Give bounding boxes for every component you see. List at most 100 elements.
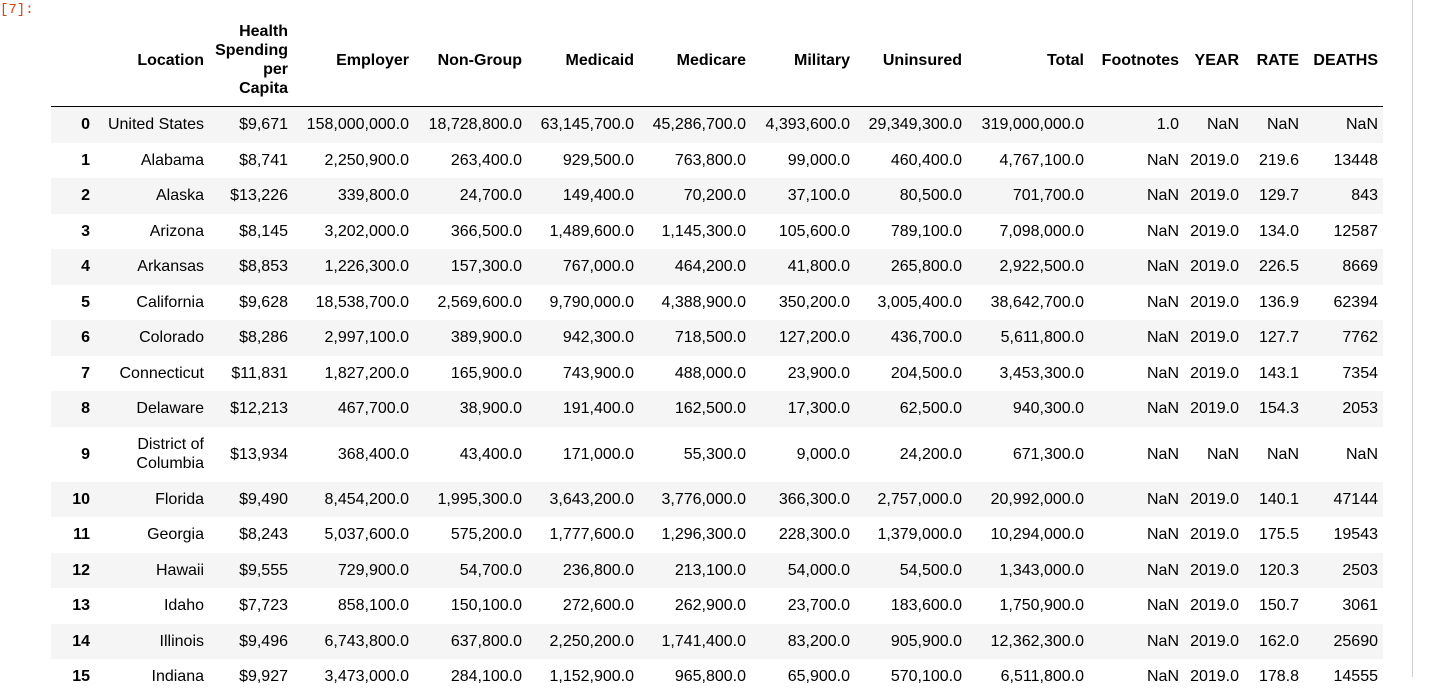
table-cell: 149,400.0 xyxy=(562,187,634,205)
table-cell: 24,200.0 xyxy=(899,445,962,463)
column-header: DEATHS xyxy=(1304,20,1383,107)
table-cell: NaN xyxy=(1345,445,1378,463)
table-cell: 1,750,900.0 xyxy=(999,597,1084,615)
row-index: 2 xyxy=(81,187,90,205)
table-cell: 2,922,500.0 xyxy=(999,258,1084,276)
table-cell: 150,100.0 xyxy=(450,597,522,615)
table-cell: NaN xyxy=(1146,329,1179,347)
table-cell: 41,800.0 xyxy=(787,258,850,276)
table-cell: Illinois xyxy=(159,632,204,650)
table-row: 12 Hawaii $9,555 729,900.0 54,700.0 236,800.0… xyxy=(51,552,1383,588)
table-cell: 3,202,000.0 xyxy=(324,222,409,240)
row-index: 11 xyxy=(73,526,90,544)
table-row: 8 Delaware $12,213 467,700.0 38,900.0 191,400… xyxy=(51,391,1383,427)
table-cell: 263,400.0 xyxy=(450,151,522,169)
table-cell: 339,800.0 xyxy=(337,187,409,205)
table-cell: 80,500.0 xyxy=(899,187,962,205)
table-cell: Idaho xyxy=(163,597,204,615)
table-cell: 7354 xyxy=(1342,364,1378,382)
table-cell: 25690 xyxy=(1333,632,1379,650)
table-cell: 175.5 xyxy=(1258,526,1299,544)
table-cell: 2019.0 xyxy=(1190,329,1239,347)
table-cell: 55,300.0 xyxy=(683,445,746,463)
table-cell: 4,388,900.0 xyxy=(661,293,746,311)
table-cell: 464,200.0 xyxy=(674,258,746,276)
table-cell: 54,000.0 xyxy=(787,561,850,579)
table-row: 10 Florida $9,490 8,454,200.0 1,995,300.0 3,6… xyxy=(51,481,1383,517)
table-cell: Georgia xyxy=(147,526,204,544)
table-cell: 18,538,700.0 xyxy=(315,293,409,311)
table-cell: United States xyxy=(107,116,204,134)
table-row: 0 United States $9,671 158,000,000.0 18,728,… xyxy=(51,106,1383,143)
table-cell: 5,611,800.0 xyxy=(1000,329,1084,347)
table-cell: $8,741 xyxy=(239,151,288,169)
table-cell: 2019.0 xyxy=(1190,151,1239,169)
column-header: Medicare xyxy=(639,20,751,107)
table-cell: 23,700.0 xyxy=(787,597,850,615)
table-cell: NaN xyxy=(1146,187,1179,205)
table-cell: 942,300.0 xyxy=(562,329,634,347)
row-index: 9 xyxy=(81,445,90,463)
table-cell: 767,000.0 xyxy=(562,258,634,276)
table-cell: 2019.0 xyxy=(1190,490,1239,508)
table-cell: 488,000.0 xyxy=(674,364,746,382)
table-cell: 12,362,300.0 xyxy=(990,632,1084,650)
table-cell: NaN xyxy=(1146,632,1179,650)
table-row: 2 Alaska $13,226 339,800.0 24,700.0 149,400.0… xyxy=(51,178,1383,214)
column-header: Non-Group xyxy=(414,20,527,107)
table-cell: 2019.0 xyxy=(1190,293,1239,311)
table-cell: 1,777,600.0 xyxy=(549,526,634,544)
table-cell: 671,300.0 xyxy=(1012,445,1084,463)
table-cell: 13448 xyxy=(1333,151,1379,169)
table-cell: 228,300.0 xyxy=(778,526,850,544)
table-cell: 350,200.0 xyxy=(778,293,850,311)
table-body: 0 United States $9,671 158,000,000.0 18,728,… xyxy=(51,106,1383,695)
table-cell: 23,900.0 xyxy=(787,364,850,382)
table-cell: 2019.0 xyxy=(1190,187,1239,205)
table-cell: 2019.0 xyxy=(1190,258,1239,276)
table-cell: 3,643,200.0 xyxy=(549,490,634,508)
row-index: 5 xyxy=(81,293,90,311)
column-header: Uninsured xyxy=(855,20,967,107)
table-cell: 47144 xyxy=(1333,490,1379,508)
row-index: 3 xyxy=(81,222,90,240)
table-cell: $8,243 xyxy=(239,526,288,544)
row-index: 12 xyxy=(72,561,90,579)
table-row: 14 Illinois $9,496 6,743,800.0 637,800.0 2,25… xyxy=(51,623,1383,659)
table-cell: 38,642,700.0 xyxy=(990,293,1084,311)
table-cell: 4,393,600.0 xyxy=(765,116,850,134)
header-row: Location Health Spending per Capita Employ… xyxy=(51,20,1383,107)
column-header: RATE xyxy=(1244,20,1304,107)
table-cell: 63,145,700.0 xyxy=(540,116,634,134)
table-cell: 1,489,600.0 xyxy=(549,222,634,240)
table-cell: $7,723 xyxy=(239,597,288,615)
table-cell: Alabama xyxy=(140,151,204,169)
table-cell: 236,800.0 xyxy=(562,561,634,579)
table-cell: 905,900.0 xyxy=(890,632,962,650)
row-index: 13 xyxy=(72,597,90,615)
table-cell: $9,490 xyxy=(239,490,288,508)
table-cell: NaN xyxy=(1146,364,1179,382)
table-cell: 143.1 xyxy=(1258,364,1299,382)
table-cell: 789,100.0 xyxy=(890,222,962,240)
table-cell: NaN xyxy=(1146,490,1179,508)
table-cell: 858,100.0 xyxy=(337,597,409,615)
table-cell: $11,831 xyxy=(231,364,288,382)
table-cell: $9,555 xyxy=(239,561,288,579)
table-cell: Florida xyxy=(155,490,204,508)
table-cell: 150.7 xyxy=(1258,597,1299,615)
table-cell: 1,343,000.0 xyxy=(999,561,1084,579)
table-row: 1 Alabama $8,741 2,250,900.0 263,400.0 929,50… xyxy=(51,143,1383,179)
table-cell: 9,790,000.0 xyxy=(549,293,634,311)
table-cell: 6,743,800.0 xyxy=(324,632,409,650)
table-cell: 83,200.0 xyxy=(787,632,850,650)
table-cell: 62,500.0 xyxy=(899,400,962,418)
table-cell: NaN xyxy=(1146,597,1179,615)
table-cell: 9,000.0 xyxy=(796,445,850,463)
table-cell: 129.7 xyxy=(1258,187,1299,205)
table-cell: 171,000.0 xyxy=(562,445,634,463)
row-index: 14 xyxy=(72,632,90,650)
table-row: 4 Arkansas $8,853 1,226,300.0 157,300.0 767,0… xyxy=(51,249,1383,285)
table-cell: $9,628 xyxy=(239,293,288,311)
table-cell: 105,600.0 xyxy=(778,222,850,240)
